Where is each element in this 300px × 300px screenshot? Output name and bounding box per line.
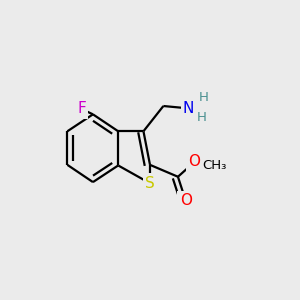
Text: N: N: [183, 101, 194, 116]
Text: O: O: [189, 154, 201, 169]
Text: S: S: [145, 176, 155, 191]
Text: O: O: [180, 193, 192, 208]
Text: CH₃: CH₃: [202, 159, 227, 172]
Text: H: H: [197, 111, 207, 124]
Text: F: F: [77, 101, 86, 116]
Text: H: H: [199, 92, 208, 104]
